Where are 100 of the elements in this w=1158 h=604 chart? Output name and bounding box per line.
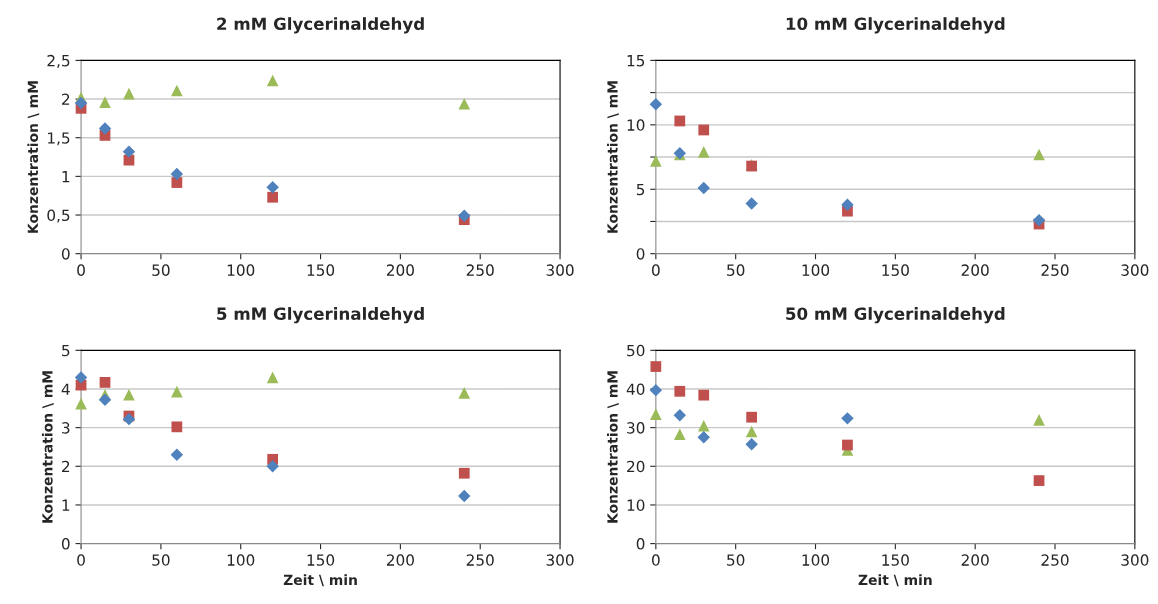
point	[123, 154, 135, 166]
y-tick-label: 10	[627, 499, 645, 511]
x-tick-label: 250	[1041, 264, 1069, 276]
y-tick-label: 10	[627, 119, 645, 131]
y-tick-label: 50	[627, 344, 645, 357]
point	[745, 425, 758, 438]
y-tick-label: 1	[62, 499, 70, 511]
x-tick-label: 0	[652, 554, 660, 566]
point	[841, 412, 854, 425]
y-tick-label: 2	[62, 93, 70, 105]
point	[99, 377, 111, 388]
point	[650, 361, 662, 372]
y-tick-label: 0,5	[47, 209, 70, 223]
point	[123, 388, 135, 401]
x-tick-label: 200	[961, 264, 989, 276]
point	[458, 467, 470, 479]
point	[266, 74, 279, 87]
point	[458, 489, 471, 503]
x-tick-label: 50	[727, 264, 745, 276]
x-tick-label: 300	[1121, 264, 1149, 276]
point	[266, 460, 279, 473]
point	[842, 439, 853, 451]
point	[266, 180, 279, 194]
y-axis-title: Konzentration \ mM	[27, 81, 40, 233]
point	[745, 438, 758, 451]
chart-title: 2 mM Glycerinaldehyd	[217, 17, 424, 34]
y-tick-label: 5	[62, 344, 70, 357]
point	[841, 198, 854, 211]
chart-title: 5 mM Glycerinaldehyd	[217, 307, 424, 324]
x-tick-label: 250	[1041, 554, 1069, 566]
y-tick-label: 0	[636, 248, 645, 260]
point	[98, 393, 112, 407]
x-tick-label: 300	[1121, 554, 1149, 566]
x-tick-label: 200	[386, 554, 414, 566]
y-axis-title: Konzentration \ mM	[41, 371, 54, 523]
y-tick-label: 3	[62, 422, 70, 434]
x-tick-label: 100	[802, 554, 830, 566]
point	[1033, 475, 1045, 486]
y-tick-label: 2	[62, 460, 70, 473]
point	[1032, 213, 1046, 227]
point	[98, 122, 112, 135]
chart-title: 50 mM Glycerinaldehyd	[786, 307, 1005, 324]
point	[649, 383, 663, 397]
point	[697, 181, 710, 195]
point	[649, 98, 663, 111]
y-tick-label: 20	[627, 460, 645, 473]
x-tick-label: 250	[466, 554, 494, 566]
x-tick-label: 0	[77, 264, 85, 276]
point	[267, 191, 279, 203]
point	[266, 371, 279, 384]
point	[458, 97, 471, 110]
point	[74, 371, 88, 384]
point	[650, 408, 662, 420]
point	[458, 209, 471, 223]
point	[122, 145, 136, 158]
y-tick-label: 4	[61, 383, 70, 395]
point	[745, 197, 758, 210]
x-tick-label: 0	[652, 264, 660, 276]
x-tick-label: 50	[727, 554, 745, 566]
point	[171, 84, 183, 97]
point	[122, 412, 136, 426]
point	[171, 177, 183, 188]
point	[458, 387, 471, 399]
y-tick-label: 30	[627, 422, 645, 434]
point	[673, 409, 687, 422]
y-tick-label: 15	[627, 55, 645, 67]
point	[746, 411, 758, 423]
y-tick-label: 1	[62, 171, 70, 183]
x-tick-label: 100	[227, 264, 255, 276]
x-axis-title: Zeit \ min	[283, 574, 357, 587]
point	[697, 431, 710, 444]
point	[697, 146, 710, 158]
x-tick-label: 50	[152, 554, 170, 566]
x-tick-label: 150	[307, 264, 335, 276]
x-tick-label: 150	[882, 554, 909, 566]
x-tick-label: 100	[802, 264, 830, 276]
x-tick-label: 250	[466, 264, 494, 276]
x-tick-label: 300	[546, 554, 574, 566]
x-tick-label: 50	[152, 264, 170, 276]
point	[674, 385, 686, 397]
x-tick-label: 200	[961, 554, 989, 566]
point	[170, 448, 184, 461]
point	[650, 155, 662, 167]
x-tick-label: 150	[882, 264, 909, 276]
chart-title: 10 mM Glycerinaldehyd	[786, 17, 1005, 34]
x-tick-label: 100	[227, 554, 255, 566]
y-tick-label: 1,5	[48, 132, 70, 146]
x-tick-label: 150	[307, 554, 335, 566]
point	[74, 96, 88, 110]
x-axis-title: Zeit \ min	[858, 574, 932, 587]
point	[698, 389, 710, 401]
y-axis-title: Konzentration \ mM	[606, 81, 619, 233]
point	[698, 124, 710, 136]
y-tick-label: 0	[61, 538, 70, 550]
point	[171, 421, 183, 433]
point	[170, 167, 184, 181]
point	[673, 428, 686, 441]
y-tick-label: 0	[636, 538, 645, 550]
point	[1033, 414, 1045, 426]
point	[99, 96, 111, 108]
